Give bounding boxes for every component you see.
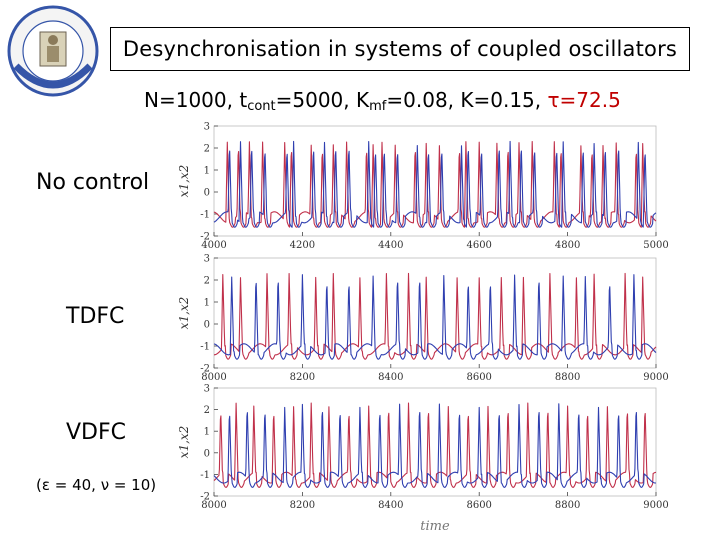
- param-cont-subscript: cont: [247, 99, 276, 114]
- parameters-line: N=1000, tcont=5000, Kmf=0.08, K=0.15, τ=…: [144, 88, 621, 114]
- x-tick-label: 8000: [201, 372, 226, 383]
- param-tau: τ=72.5: [547, 88, 621, 112]
- y-tick-label: 0: [204, 448, 210, 459]
- x-tick-label: 4600: [466, 240, 491, 251]
- y-tick-label: -1: [200, 470, 210, 481]
- y-tick-label: -2: [200, 492, 210, 503]
- plot-frame: [213, 125, 657, 237]
- y-axis-label: x1,x2: [177, 297, 191, 330]
- y-axis-label: x1,x2: [177, 426, 191, 459]
- x-tick-label: 8000: [201, 500, 226, 511]
- plot-frame: [213, 257, 657, 369]
- y-tick-label: 3: [204, 384, 210, 395]
- x-tick-label: 4400: [378, 240, 403, 251]
- param-mid: =5000, K: [275, 88, 370, 112]
- label-tdfc: TDFC: [66, 304, 125, 329]
- x-tick-label: 8200: [290, 372, 315, 383]
- x-tick-label: 8400: [378, 500, 403, 511]
- x-tick-label: 8800: [555, 500, 580, 511]
- y-tick-label: -2: [200, 232, 210, 243]
- y-tick-label: -1: [200, 342, 210, 353]
- y-tick-label: 2: [204, 144, 210, 155]
- series-line-x1: [213, 402, 657, 488]
- slide-title: Desynchronisation in systems of coupled …: [110, 27, 690, 71]
- y-tick-label: 0: [204, 320, 210, 331]
- chart-panel-2: -2 -1 0 1 2 3 8000 8200 8400 8600 8800 9000 x1,x2 tim…: [177, 384, 669, 535]
- y-tick-label: 3: [204, 254, 210, 265]
- series-line-x1: [213, 272, 657, 360]
- chart-panel-1: -2 -1 0 1 2 3 8000 8200 8400 8600 8800 9000 x1,x2: [177, 254, 669, 384]
- slide-title-text: Desynchronisation in systems of coupled …: [122, 37, 678, 61]
- x-tick-label: 8400: [378, 372, 403, 383]
- y-tick-label: 2: [204, 276, 210, 287]
- label-vdfc: VDFC: [66, 420, 127, 445]
- x-tick-label: 9000: [643, 372, 668, 383]
- x-tick-label: 8600: [466, 500, 491, 511]
- x-tick-label: 5000: [643, 240, 668, 251]
- param-n: N=1000, t: [144, 88, 248, 112]
- y-tick-label: -2: [200, 364, 210, 375]
- y-tick-label: 1: [204, 427, 210, 438]
- y-axis-label: x1,x2: [177, 165, 191, 198]
- x-tick-label: 4000: [201, 240, 226, 251]
- plot-frame: [213, 387, 657, 497]
- y-tick-label: 2: [204, 405, 210, 416]
- param-rest: =0.08, K=0.15,: [386, 88, 548, 112]
- y-tick-label: 0: [204, 188, 210, 199]
- y-tick-label: 1: [204, 166, 210, 177]
- x-tick-label: 4800: [555, 240, 580, 251]
- institute-logo: [7, 5, 99, 97]
- x-tick-label: 4200: [290, 240, 315, 251]
- x-axis-label: time: [420, 519, 450, 534]
- y-tick-label: 1: [204, 298, 210, 309]
- series-line-x2: [213, 140, 657, 228]
- x-tick-label: 9000: [643, 500, 668, 511]
- label-vdfc-params: (ε = 40, ν = 10): [36, 476, 157, 494]
- label-no-control: No control: [36, 170, 150, 195]
- x-tick-label: 8600: [466, 372, 491, 383]
- series-line-x2: [213, 274, 657, 360]
- param-mf-subscript: mf: [369, 99, 387, 114]
- y-tick-label: -1: [200, 210, 210, 221]
- y-tick-label: 3: [204, 122, 210, 133]
- series-line-x2: [213, 403, 657, 488]
- chart-panel-0: -2 -1 0 1 2 3 4000 4200 4400 4600 4800 5000 x1,x2: [177, 122, 669, 252]
- series-line-x1: [213, 140, 657, 228]
- x-tick-label: 8800: [555, 372, 580, 383]
- x-tick-label: 8200: [290, 500, 315, 511]
